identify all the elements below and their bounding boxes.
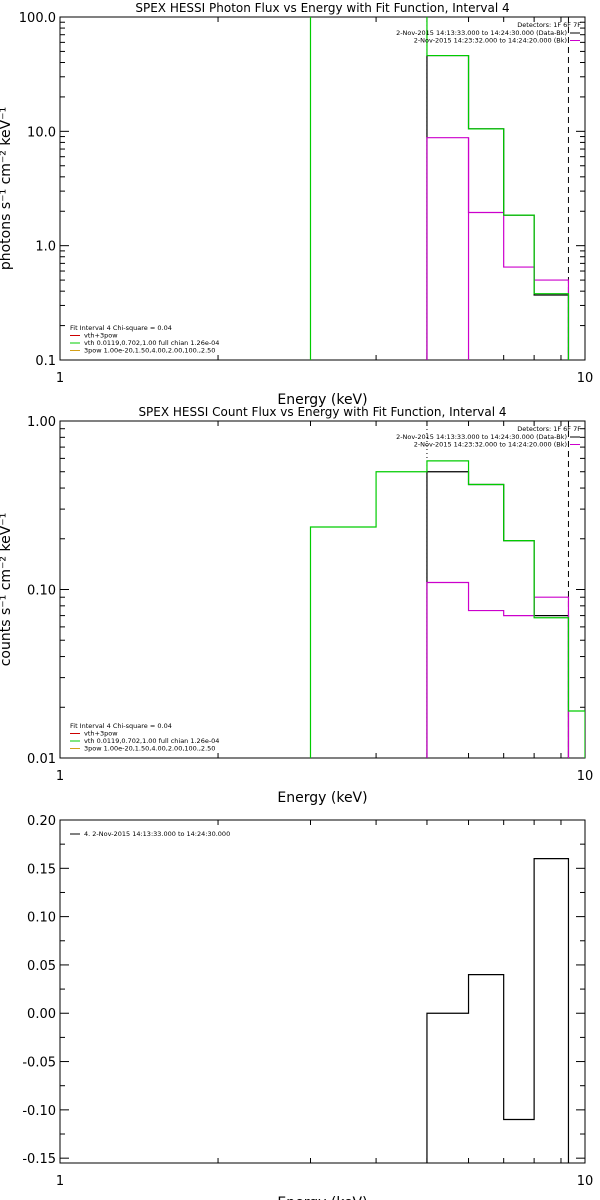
series-group: [309, 460, 585, 758]
series-model_counts: [309, 460, 585, 758]
x-tick-label: 1: [56, 371, 64, 386]
legend-header: Fit Interval 4 Chi-square = 0.04: [70, 324, 172, 332]
y-tick-label: 0.10: [27, 584, 56, 599]
y-axis-label: counts s⁻¹ cm⁻² keV⁻¹: [0, 513, 14, 667]
x-tick-label: 10: [577, 1174, 594, 1189]
series-background: [426, 581, 570, 758]
x-axis-label: Energy (keV): [277, 1195, 367, 1200]
legend-entry: 2-Nov-2015 14:13:33.000 to 14:24:30.000 …: [396, 29, 567, 37]
legend-entry: 3pow 1.00e-20,1.50,4.00,2.00,100.,2.50: [84, 745, 215, 753]
series-residuals: [426, 858, 570, 1163]
legend-entry: 2-Nov-2015 14:23:32.000 to 14:24:20.000 …: [414, 37, 567, 45]
series-group: [309, 17, 570, 360]
legend-entry: vth 0.0119,0.702,1.00 full chian 1.26e-0…: [84, 737, 219, 745]
x-tick-label: 10: [577, 371, 594, 386]
series-vth: [309, 17, 570, 360]
series-background: [426, 137, 570, 360]
plot-frame: [59, 16, 586, 361]
plot-frame: [59, 819, 586, 1164]
chart-title: SPEX HESSI Photon Flux vs Energy with Fi…: [135, 1, 509, 15]
y-tick-label: 1.00: [27, 415, 56, 430]
legend-header: Detectors: 1F 6F 7F: [517, 21, 581, 29]
x-axis-label: Energy (keV): [277, 790, 367, 806]
y-tick-label: -0.10: [22, 1104, 56, 1119]
count-flux-panel: 1 10 0.01 0.10 1.00 SPEX HESSI Count Flux vs …: [0, 405, 593, 806]
legend-header: Detectors: 1F 6F 7F: [517, 425, 581, 433]
legend-entry: 2-Nov-2015 14:13:33.000 to 14:24:30.000 …: [396, 433, 567, 441]
y-tick-label: 0.20: [27, 814, 56, 829]
chart-title: SPEX HESSI Count Flux vs Energy with Fit…: [138, 405, 506, 419]
legend-entry: vth+3pow: [84, 332, 118, 340]
legend-entry: 3pow 1.00e-20,1.50,4.00,2.00,100.,2.50: [84, 347, 215, 355]
y-tick-label: 0.15: [27, 862, 56, 877]
x-tick-label: 1: [56, 1174, 64, 1189]
y-tick-label: 0.10: [27, 911, 56, 926]
photon-flux-panel: 1 10 0.1 1.0 10.0 100.0 SPEX HESSI Photon Flux…: [0, 1, 594, 408]
x-tick-label: 1: [56, 769, 64, 784]
y-tick-label: 0.01: [27, 752, 56, 767]
y-tick-label: 0.00: [27, 1007, 56, 1022]
residuals-panel: 1 10 0.20 0.15 0.10 0.05 0.00 -0.05 -0.10 -0.15 En…: [22, 814, 593, 1200]
legend-entry: 4. 2-Nov-2015 14:13:33.000 to 14:24:30.0…: [84, 830, 230, 838]
legend-entry: vth+3pow: [84, 730, 118, 738]
y-tick-label: -0.15: [22, 1152, 56, 1167]
y-axis-label: photons s⁻¹ cm⁻² keV⁻¹: [0, 107, 14, 270]
y-tick-label: 10.0: [27, 125, 56, 140]
y-tick-label: -0.05: [22, 1056, 56, 1071]
legend-entry: vth 0.0119,0.702,1.00 full chian 1.26e-0…: [84, 339, 219, 347]
x-tick-label: 10: [577, 769, 594, 784]
y-tick-label: 0.05: [27, 959, 56, 974]
y-tick-label: 100.0: [19, 11, 56, 26]
series-group: [426, 858, 570, 1163]
y-tick-label: 1.0: [35, 240, 56, 255]
legend-entry: 2-Nov-2015 14:23:32.000 to 14:24:20.000 …: [414, 441, 567, 449]
y-tick-label: 0.1: [35, 354, 56, 369]
legend-header: Fit Interval 4 Chi-square = 0.04: [70, 722, 172, 730]
x-axis-label: Energy (keV): [277, 392, 367, 408]
